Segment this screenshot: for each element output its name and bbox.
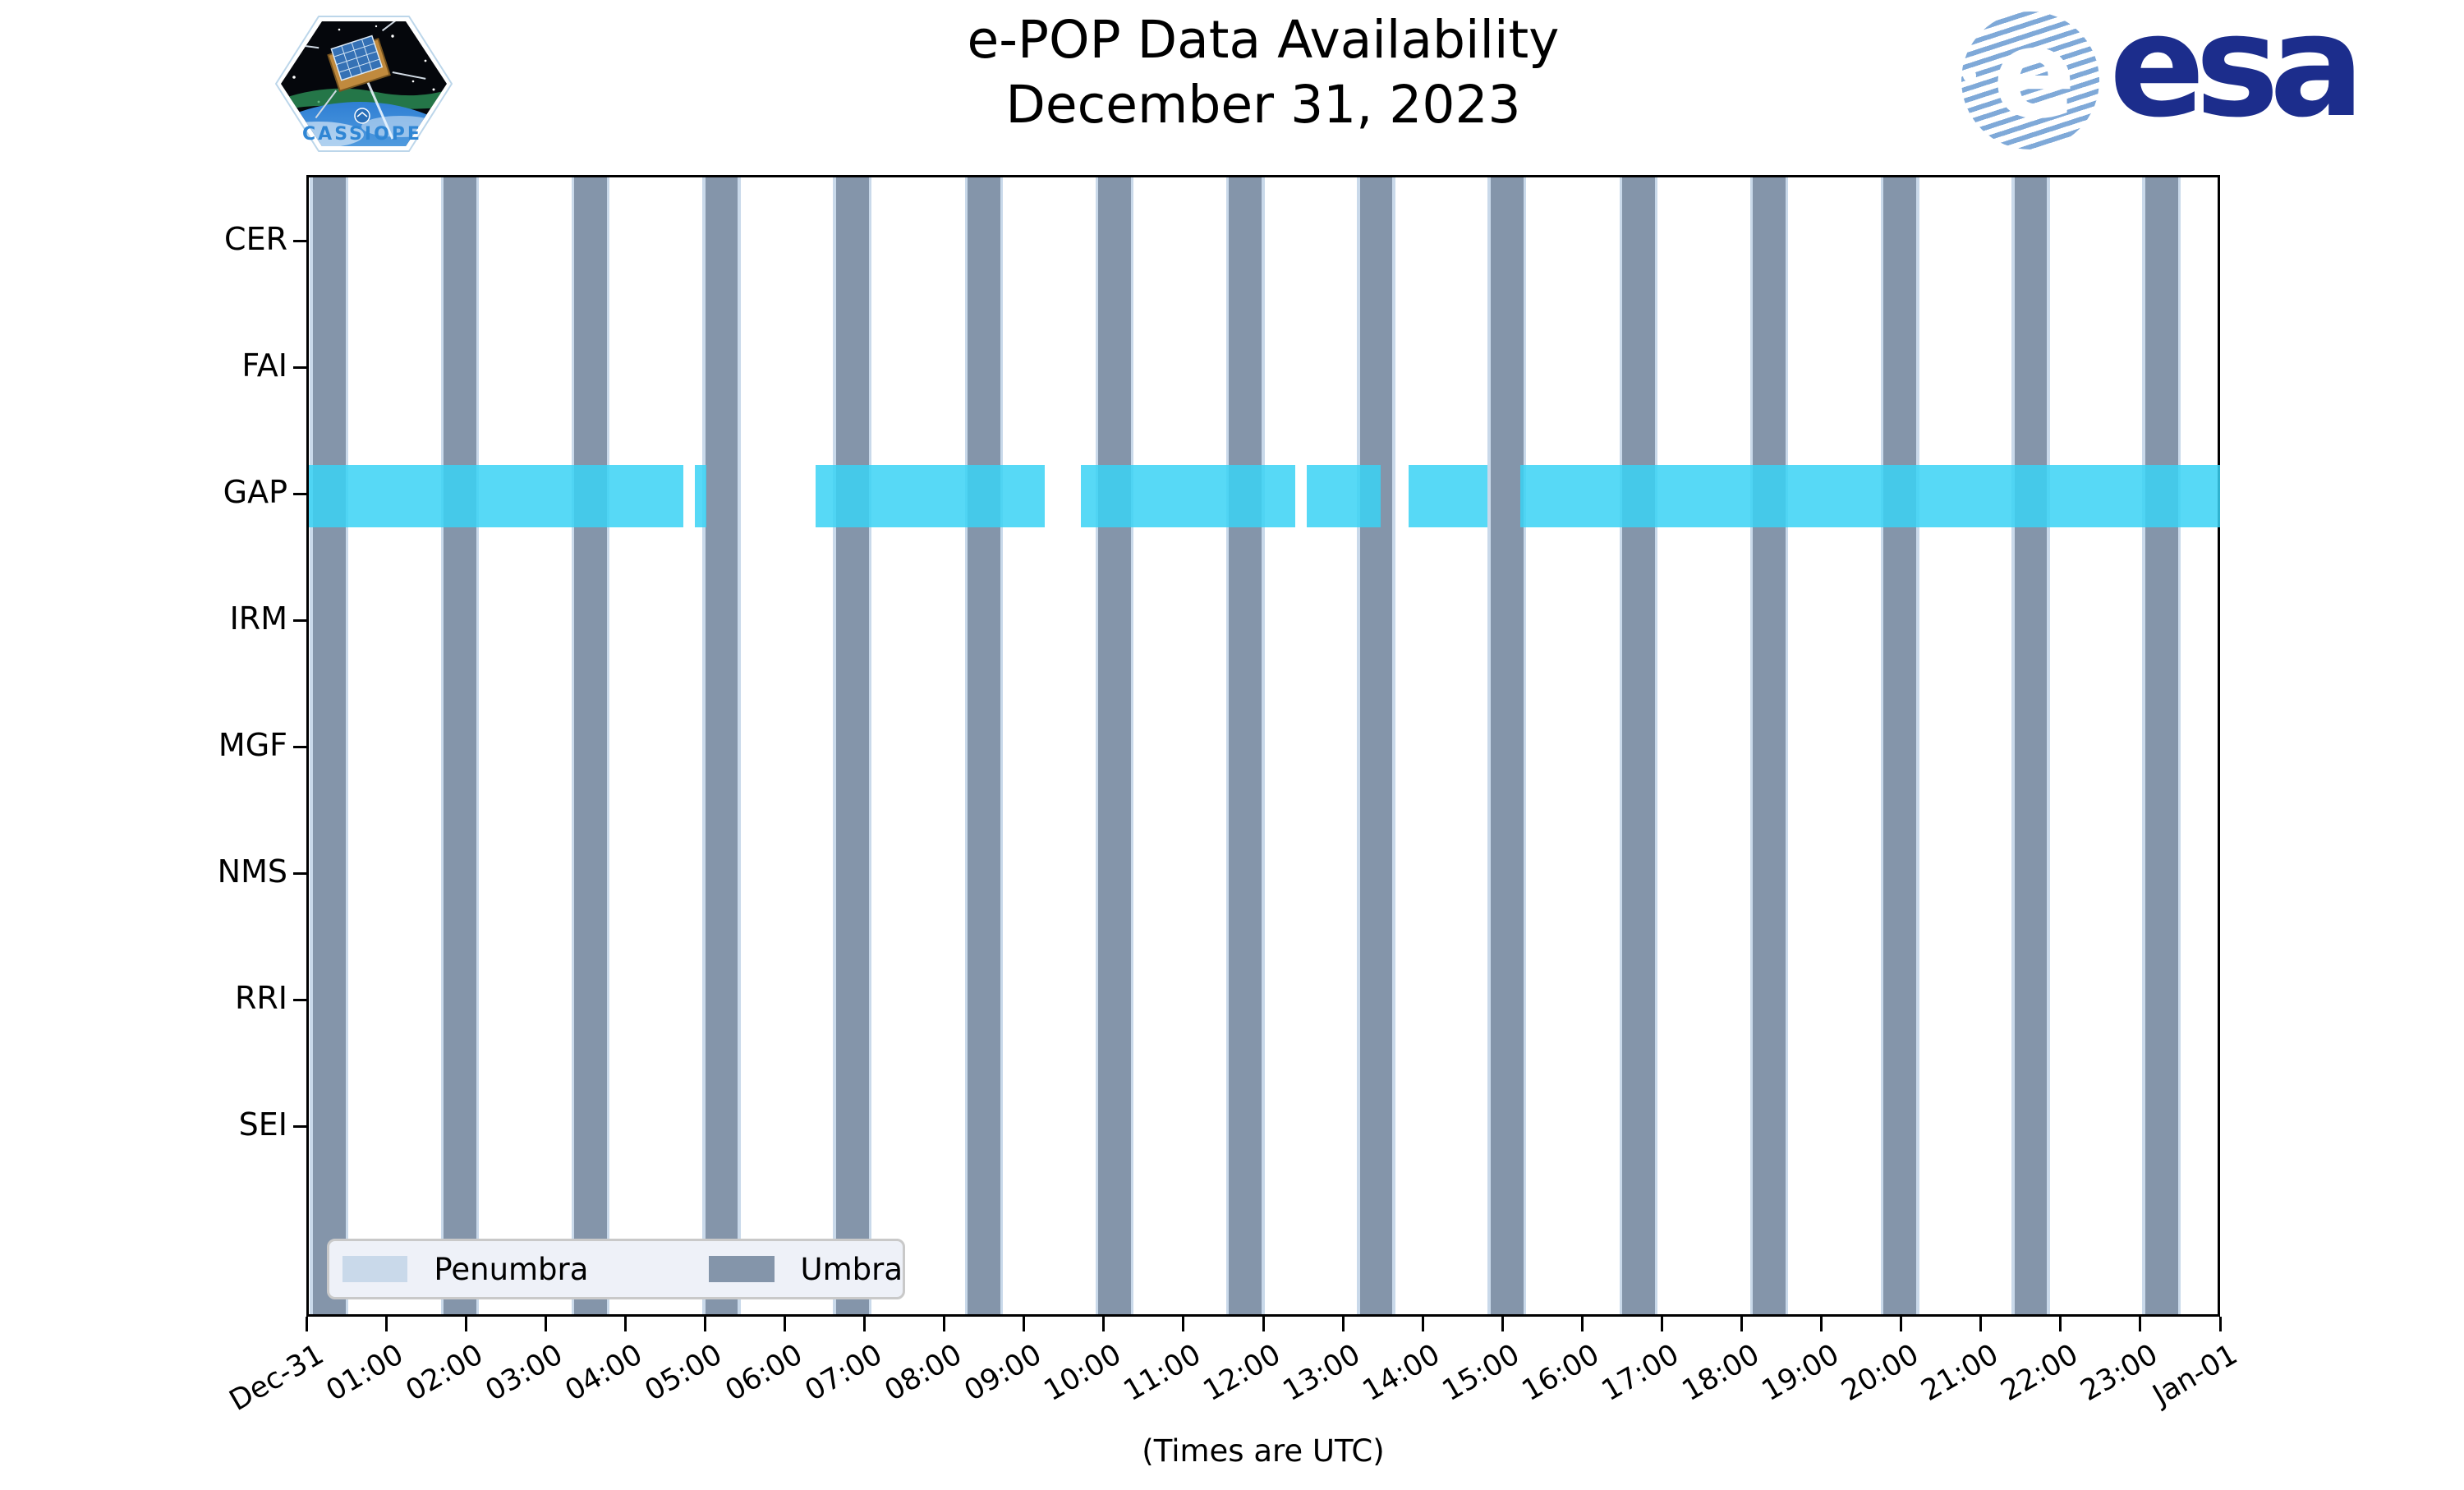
chart-title-line1: e-POP Data Availability	[967, 10, 1560, 70]
y-tick-label-fai: FAI	[241, 347, 287, 384]
x-tick	[544, 1317, 547, 1331]
x-tick	[943, 1317, 946, 1331]
x-tick	[2139, 1317, 2142, 1331]
legend-label-penumbra: Penumbra	[434, 1251, 589, 1287]
cassiope-mission-patch: CASSIOPE	[269, 3, 455, 164]
x-tick	[784, 1317, 786, 1331]
esa-globe-icon: e	[1961, 11, 2099, 149]
y-tick	[293, 492, 306, 495]
umbra-bar	[444, 177, 476, 1314]
x-tick	[1023, 1317, 1026, 1331]
umbra-bar	[1621, 177, 1655, 1314]
x-tick	[1740, 1317, 1743, 1331]
x-tick	[1421, 1317, 1424, 1331]
y-tick-label-rri: RRI	[234, 980, 287, 1016]
y-tick	[293, 619, 306, 622]
umbra-bar	[705, 177, 738, 1314]
y-tick-label-gap: GAP	[223, 474, 287, 510]
cassiope-caption: CASSIOPE	[302, 124, 422, 145]
legend: Penumbra Umbra	[327, 1239, 905, 1299]
umbra-bar	[1753, 177, 1786, 1314]
availability-segment-gap	[1519, 465, 2221, 527]
x-axis-caption: (Times are UTC)	[1142, 1433, 1385, 1469]
umbra-bar	[967, 177, 1000, 1314]
x-tick	[703, 1317, 706, 1331]
x-tick	[1660, 1317, 1663, 1331]
x-tick	[1501, 1317, 1504, 1331]
x-tick	[623, 1317, 627, 1331]
umbra-bar	[312, 177, 346, 1314]
umbra-bar	[1229, 177, 1262, 1314]
x-tick	[1820, 1317, 1823, 1331]
legend-label-umbra: Umbra	[800, 1251, 903, 1287]
y-tick	[293, 366, 306, 369]
x-tick	[1979, 1317, 1983, 1331]
umbra-bar	[574, 177, 608, 1314]
esa-globe-letter: e	[1993, 11, 2076, 146]
availability-segment-gap	[1408, 465, 1487, 527]
legend-swatch-umbra	[709, 1256, 775, 1282]
y-tick	[293, 998, 306, 1001]
esa-wordmark: esa	[2109, 0, 2365, 149]
x-tick	[1102, 1317, 1106, 1331]
plot-area	[306, 175, 2221, 1317]
umbra-bar	[1359, 177, 1393, 1314]
legend-swatch-penumbra	[342, 1256, 408, 1282]
y-tick	[293, 745, 306, 748]
umbra-bar	[2014, 177, 2048, 1314]
x-tick	[863, 1317, 867, 1331]
availability-segment-gap	[816, 465, 1046, 527]
patch-beam	[365, 78, 394, 140]
y-tick-label-cer: CER	[224, 221, 287, 257]
x-tick	[2059, 1317, 2062, 1331]
umbra-bar	[1883, 177, 1917, 1314]
esa-globe-dot	[1963, 69, 1976, 82]
x-tick	[1262, 1317, 1265, 1331]
availability-segment-gap	[694, 465, 707, 527]
umbra-bar	[835, 177, 869, 1314]
patch-satellite	[281, 21, 426, 119]
x-tick	[1900, 1317, 1903, 1331]
x-tick	[464, 1317, 467, 1331]
y-tick	[293, 239, 306, 242]
x-tick	[2218, 1317, 2222, 1331]
x-tick	[1341, 1317, 1345, 1331]
availability-segment-gap	[1307, 465, 1381, 527]
umbra-bar	[1098, 177, 1131, 1314]
y-tick-label-irm: IRM	[229, 600, 287, 637]
cassiope-patch-graphic: CASSIOPE	[275, 16, 453, 152]
y-tick	[293, 1124, 306, 1128]
x-tick	[1182, 1317, 1185, 1331]
availability-segment-gap	[309, 465, 684, 527]
availability-segment-gap	[1080, 465, 1295, 527]
y-tick-label-mgf: MGF	[218, 727, 287, 763]
chart-title-line2: December 31, 2023	[1005, 74, 1521, 135]
y-tick	[293, 871, 306, 875]
y-tick-label-sei: SEI	[238, 1106, 287, 1143]
y-tick-label-nms: NMS	[217, 853, 287, 890]
patch-aurora	[281, 88, 447, 112]
x-tick	[305, 1317, 308, 1331]
x-tick	[1580, 1317, 1584, 1331]
esa-logo: e esa	[1961, 0, 2365, 154]
umbra-bar	[1490, 177, 1524, 1314]
x-tick	[384, 1317, 388, 1331]
umbra-bar	[2145, 177, 2178, 1314]
chart-title: e-POP Data Availability December 31, 202…	[306, 8, 2220, 138]
patch-agency-roundel	[354, 108, 370, 124]
